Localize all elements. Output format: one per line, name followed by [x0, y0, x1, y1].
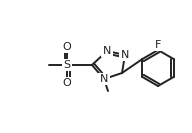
Text: O: O: [63, 42, 71, 52]
Text: N: N: [100, 74, 108, 84]
Text: N: N: [121, 50, 129, 60]
Text: O: O: [63, 78, 71, 88]
Text: N: N: [103, 46, 111, 56]
Text: S: S: [63, 60, 71, 70]
Text: F: F: [155, 40, 161, 50]
